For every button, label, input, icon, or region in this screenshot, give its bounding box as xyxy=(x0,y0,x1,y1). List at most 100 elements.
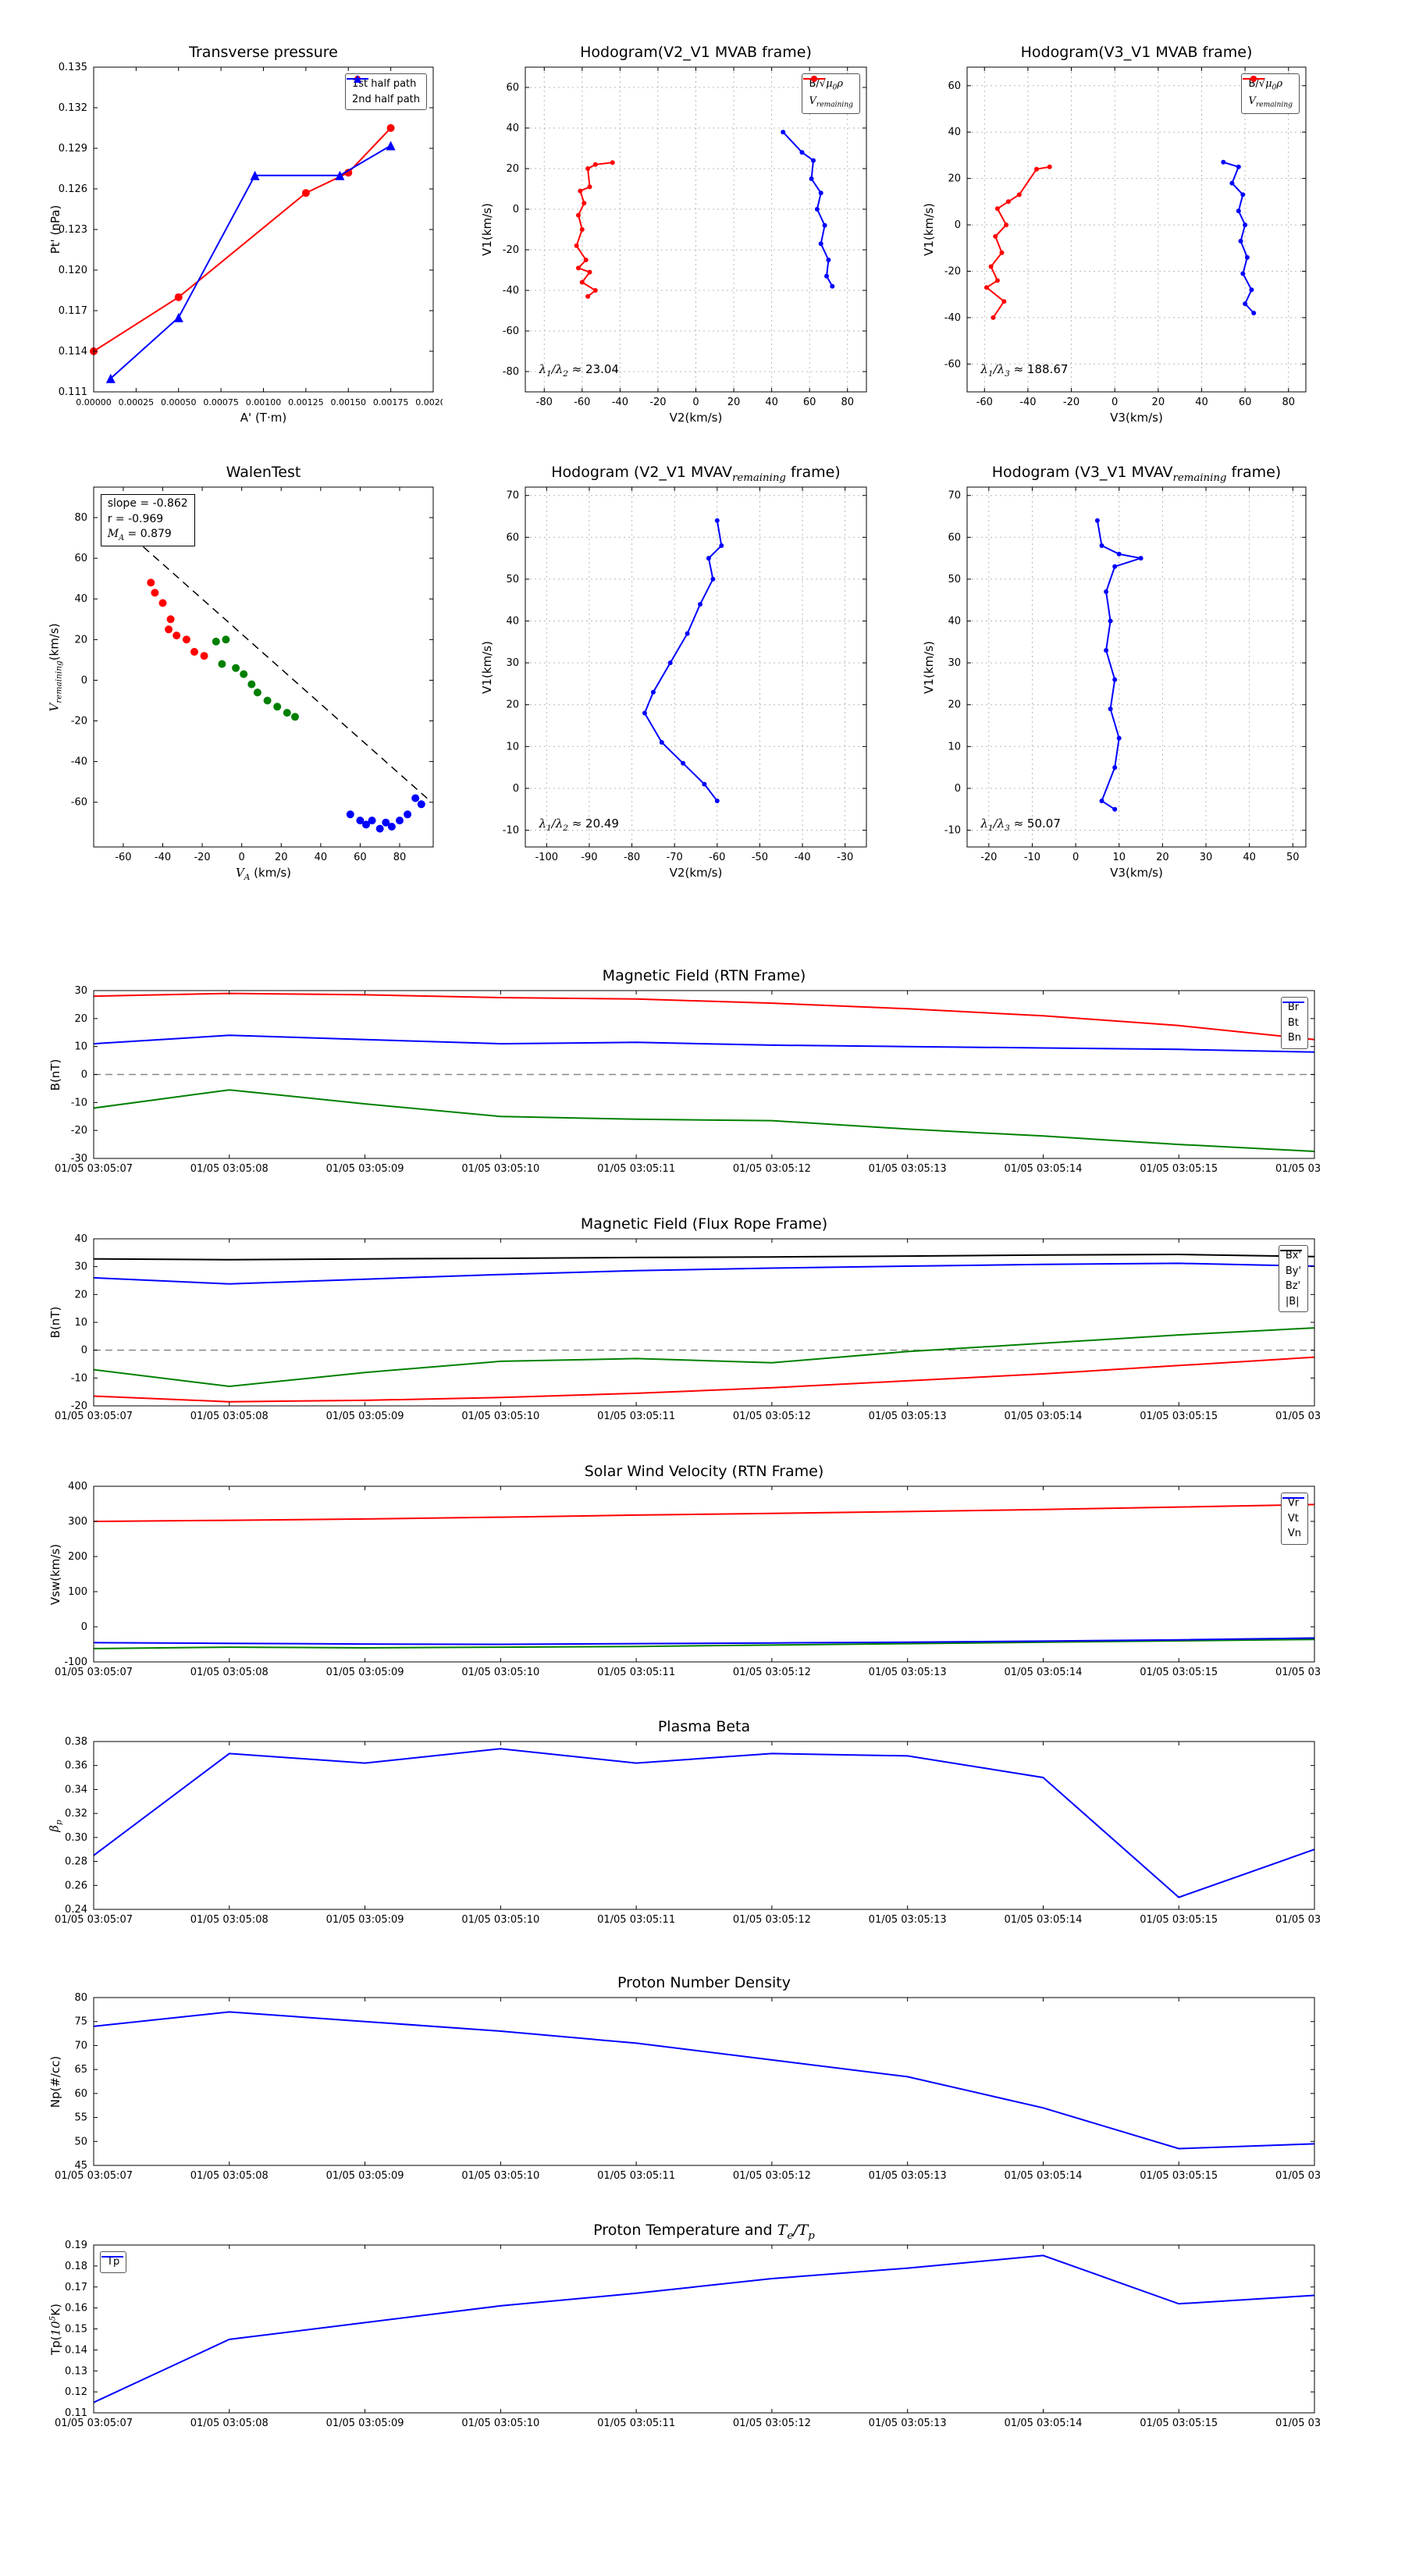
svg-text:-50: -50 xyxy=(752,852,768,863)
svg-text:-20: -20 xyxy=(944,265,961,277)
svg-text:0.30: 0.30 xyxy=(65,1832,87,1844)
chart-svg: 01/05 03:05:07 01/05 03:05:08 01/05 03:05:… xyxy=(55,2240,1321,2429)
svg-text:01/05 03:05:16: 01/05 03:05:16 xyxy=(1275,1411,1321,1422)
svg-text:01/05 03:05:09: 01/05 03:05:09 xyxy=(326,1163,404,1175)
svg-text:0: 0 xyxy=(239,852,245,863)
y-axis-label: B(nT) xyxy=(48,1306,62,1339)
svg-text:-30: -30 xyxy=(71,1153,87,1165)
y-axis-label: βp xyxy=(47,1819,64,1832)
plot-magnetic-field-flux-rope: 01/05 03:05:07 01/05 03:05:08 01/05 03:05:… xyxy=(43,1215,1321,1429)
svg-text:0: 0 xyxy=(1112,397,1118,408)
plot-walen-test: -60 -40 -20 0 20 40 60 80 -60 -40 -20 0 20 40 60 80 Wale… xyxy=(43,460,443,882)
chart-title: Hodogram(V3_V1 MVAB frame) xyxy=(1020,44,1253,61)
svg-text:0.28: 0.28 xyxy=(65,1856,87,1868)
svg-text:0.123: 0.123 xyxy=(59,224,87,236)
legend-line-sample xyxy=(1282,1497,1304,1499)
svg-text:20: 20 xyxy=(1156,852,1169,863)
chart-svg: 01/05 03:05:07 01/05 03:05:08 01/05 03:05:… xyxy=(55,1481,1321,1678)
svg-text:-70: -70 xyxy=(667,852,683,863)
svg-text:01/05 03:05:11: 01/05 03:05:11 xyxy=(597,1163,675,1175)
svg-text:01/05 03:05:11: 01/05 03:05:11 xyxy=(597,2170,675,2182)
svg-text:-10: -10 xyxy=(71,1097,87,1108)
svg-text:20: 20 xyxy=(1152,397,1165,408)
svg-text:-10: -10 xyxy=(1024,852,1040,863)
svg-text:01/05 03:05:15: 01/05 03:05:15 xyxy=(1140,1914,1218,1926)
svg-text:0.19: 0.19 xyxy=(65,2240,87,2251)
chart-title: Hodogram (V3_V1 MVAVremaining frame) xyxy=(991,464,1282,484)
svg-text:30: 30 xyxy=(506,657,519,669)
svg-text:0.126: 0.126 xyxy=(59,183,87,195)
svg-text:0.15: 0.15 xyxy=(65,2324,87,2336)
legend-label: Bt xyxy=(1287,1016,1299,1029)
plot-proton-temperature: 01/05 03:05:07 01/05 03:05:08 01/05 03:05:… xyxy=(43,2222,1321,2436)
legend-label: 2nd half path xyxy=(352,93,420,105)
svg-text:60: 60 xyxy=(948,80,961,92)
svg-text:01/05 03:05:16: 01/05 03:05:16 xyxy=(1275,2418,1321,2429)
svg-text:01/05 03:05:13: 01/05 03:05:13 xyxy=(869,1667,947,1678)
svg-text:0: 0 xyxy=(81,1621,87,1633)
svg-text:-20: -20 xyxy=(194,852,210,863)
chart-annotation: λ1/λ2 ≈ 20.49 xyxy=(539,816,619,833)
svg-text:30: 30 xyxy=(74,985,87,997)
y-axis-label: Tp(105K) xyxy=(48,2303,63,2355)
y-axis-label: V1(km/s) xyxy=(480,640,494,694)
x-axis-label: A' (T·m) xyxy=(240,411,287,425)
svg-text:-20: -20 xyxy=(71,1400,87,1412)
legend-item: Bn xyxy=(1282,1002,1304,1046)
svg-text:01/05 03:05:16: 01/05 03:05:16 xyxy=(1275,2170,1321,2182)
y-axis-label: Vremaining(km/s) xyxy=(47,622,64,712)
legend-label: Tp xyxy=(107,2256,120,2268)
svg-text:10: 10 xyxy=(74,1041,87,1053)
chart-svg: 01/05 03:05:07 01/05 03:05:08 01/05 03:05:… xyxy=(55,985,1321,1175)
chart-svg: 01/05 03:05:07 01/05 03:05:08 01/05 03:05:… xyxy=(55,1992,1321,2182)
plot-hodogram-v2v1-mvab: -80 -60 -40 -20 0 20 40 60 80 -80 -60 -40 -20 0 20 40 60… xyxy=(475,40,876,427)
svg-text:30: 30 xyxy=(1200,852,1213,863)
svg-text:01/05 03:05:12: 01/05 03:05:12 xyxy=(733,1914,811,1926)
legend-label: Br xyxy=(1287,1002,1300,1013)
svg-text:01/05 03:05:07: 01/05 03:05:07 xyxy=(55,2170,133,2182)
chart-title: WalenTest xyxy=(226,464,301,481)
svg-text:01/05 03:05:13: 01/05 03:05:13 xyxy=(869,2418,947,2429)
svg-text:01/05 03:05:12: 01/05 03:05:12 xyxy=(733,1667,811,1678)
svg-text:-60: -60 xyxy=(503,326,519,337)
svg-text:50: 50 xyxy=(74,2136,87,2147)
svg-text:01/05 03:05:08: 01/05 03:05:08 xyxy=(190,1914,269,1926)
svg-text:-100: -100 xyxy=(64,1656,87,1668)
svg-text:40: 40 xyxy=(948,616,961,628)
svg-text:100: 100 xyxy=(68,1586,87,1598)
chart-legend: Tp xyxy=(100,2251,127,2273)
svg-text:0.12: 0.12 xyxy=(65,2386,87,2398)
chart-svg: -100 -90 -80 -70 -60 -50 -40 -30-10010203040506… xyxy=(503,486,867,863)
svg-text:0.120: 0.120 xyxy=(59,265,87,276)
svg-text:0: 0 xyxy=(692,397,699,408)
svg-text:0.34: 0.34 xyxy=(65,1784,87,1795)
svg-text:01/05 03:05:13: 01/05 03:05:13 xyxy=(869,1163,947,1175)
svg-text:01/05 03:05:11: 01/05 03:05:11 xyxy=(597,1667,675,1678)
chart-legend: Vr Vt Vn xyxy=(1280,1493,1308,1545)
svg-text:01/05 03:05:09: 01/05 03:05:09 xyxy=(326,2170,404,2182)
svg-text:0.00050: 0.00050 xyxy=(161,397,197,407)
svg-text:30: 30 xyxy=(74,1261,87,1273)
chart-title: Solar Wind Velocity (RTN Frame) xyxy=(584,1463,824,1480)
chart-title: Magnetic Field (RTN Frame) xyxy=(602,967,806,984)
svg-text:01/05 03:05:10: 01/05 03:05:10 xyxy=(461,1667,539,1678)
chart-legend: Br Bt Bn xyxy=(1280,997,1308,1049)
y-axis-label: V1(km/s) xyxy=(922,203,936,256)
legend-label: Vremaining xyxy=(1248,95,1293,109)
svg-text:40: 40 xyxy=(1243,852,1256,863)
svg-text:0.26: 0.26 xyxy=(65,1880,87,1891)
chart-legend: B/√μ0ρ Vremaining xyxy=(802,73,860,115)
x-axis-label: V2(km/s) xyxy=(669,411,723,425)
svg-text:-60: -60 xyxy=(574,397,590,408)
svg-text:0.18: 0.18 xyxy=(65,2261,87,2272)
svg-text:01/05 03:05:07: 01/05 03:05:07 xyxy=(55,2418,133,2429)
svg-text:0: 0 xyxy=(955,219,961,231)
legend-item: Vremaining xyxy=(1243,76,1293,111)
chart-svg: 01/05 03:05:07 01/05 03:05:08 01/05 03:05:… xyxy=(55,1736,1321,1926)
svg-text:-40: -40 xyxy=(155,852,171,863)
svg-text:0.135: 0.135 xyxy=(59,62,87,73)
svg-text:80: 80 xyxy=(841,397,854,408)
svg-text:01/05 03:05:08: 01/05 03:05:08 xyxy=(190,1163,269,1175)
chart-legend: B/√μ0ρ Vremaining xyxy=(1241,73,1300,115)
